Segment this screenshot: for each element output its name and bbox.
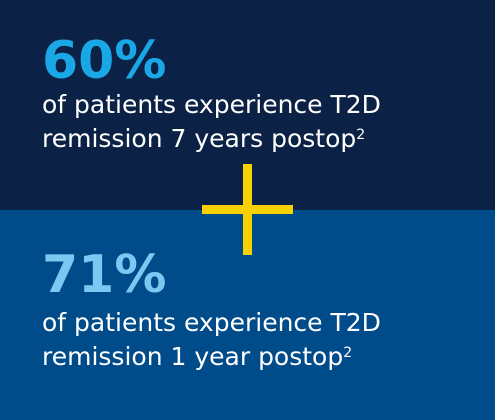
bottom-description: of patients experience T2D remission 1 y…	[42, 306, 381, 374]
bottom-description-line-2-text: remission 1 year postop	[42, 342, 344, 371]
bottom-stat: 71%	[42, 245, 167, 305]
bottom-footnote: 2	[343, 344, 353, 361]
top-description-line-2: remission 7 years postop2	[42, 122, 381, 156]
top-description-line-1: of patients experience T2D	[42, 90, 381, 119]
plus-icon-vertical-bar	[243, 164, 252, 255]
bottom-description-line-2: remission 1 year postop2	[42, 340, 381, 374]
top-stat: 60%	[42, 31, 167, 91]
top-footnote: 2	[356, 126, 366, 143]
top-description: of patients experience T2D remission 7 y…	[42, 88, 381, 156]
plus-icon	[202, 164, 293, 255]
bottom-description-line-1: of patients experience T2D	[42, 308, 381, 337]
top-description-line-2-text: remission 7 years postop	[42, 124, 357, 153]
